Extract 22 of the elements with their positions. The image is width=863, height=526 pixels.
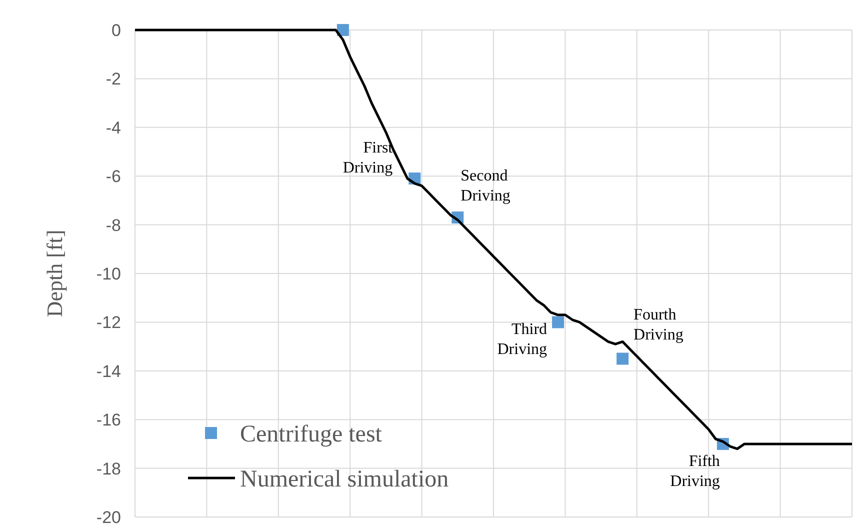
annotation: Fourth Driving (634, 306, 684, 344)
y-tick-label: -18 (96, 459, 121, 478)
legend-label: Numerical simulation (240, 466, 449, 492)
y-tick-label: -20 (96, 508, 121, 526)
point (336, 24, 349, 36)
y-tick-label: -12 (96, 313, 121, 332)
annotation: Fifth Driving (670, 452, 720, 490)
y-tick-label: -6 (106, 167, 121, 186)
y-tick-label: -16 (96, 410, 121, 430)
y-tick-label: -4 (106, 118, 121, 138)
y-tick-label: -2 (106, 70, 121, 89)
y-tick-label: -8 (106, 216, 121, 235)
y-tick-label: 0 (112, 20, 121, 40)
annotation: Second Driving (460, 167, 510, 204)
y-tick-label: -10 (96, 264, 121, 284)
annotation: Third Driving (497, 321, 548, 358)
point (616, 352, 629, 365)
legend-label: Centrifuge test (240, 421, 382, 448)
point (552, 316, 564, 328)
y-axis-title: Depth [ft] (42, 230, 67, 318)
annotation: First Driving (342, 140, 394, 177)
y-tick-label: -14 (96, 362, 121, 381)
